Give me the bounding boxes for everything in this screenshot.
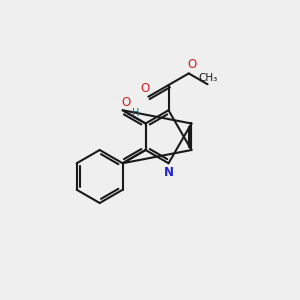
Text: O: O	[188, 58, 197, 71]
Text: O: O	[140, 82, 149, 95]
Text: CH₃: CH₃	[198, 73, 217, 83]
Text: O: O	[121, 96, 130, 109]
Text: H: H	[132, 108, 139, 118]
Text: N: N	[164, 166, 173, 178]
